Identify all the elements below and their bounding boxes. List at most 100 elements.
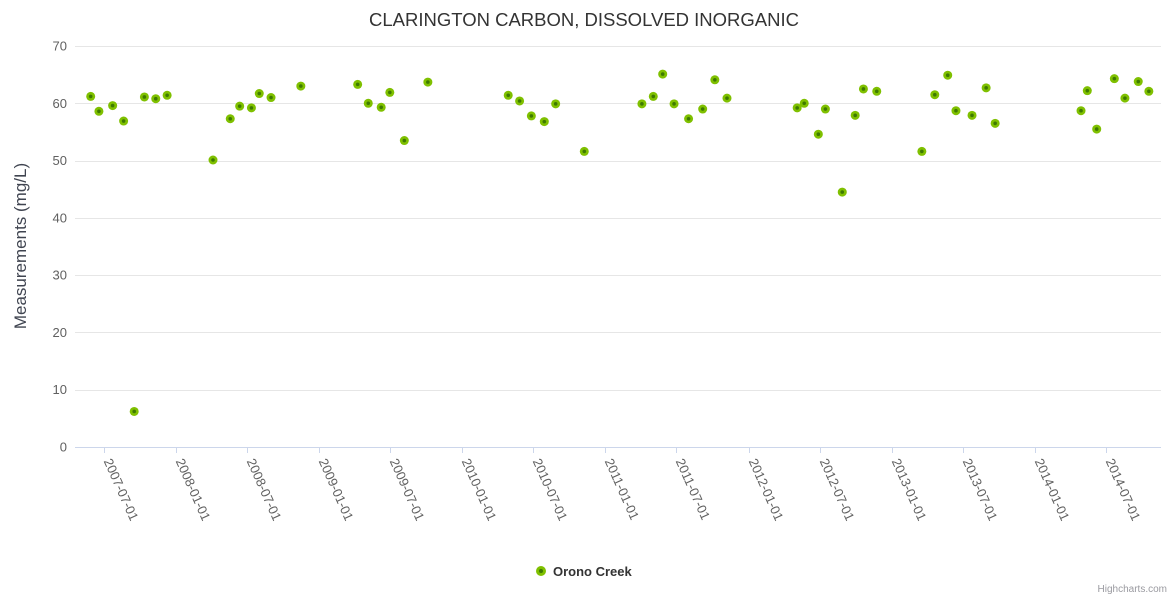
data-point-core: [165, 93, 169, 98]
chart-title: CLARINGTON CARBON, DISSOLVED INORGANIC: [369, 9, 799, 30]
x-axis-label: 2008-07-01: [244, 456, 285, 523]
data-point-core: [355, 82, 360, 87]
data-point-core: [1079, 108, 1083, 113]
data-point[interactable]: [539, 117, 549, 127]
data-point-core: [840, 190, 845, 194]
data-point[interactable]: [129, 406, 139, 416]
data-point-core: [426, 80, 430, 84]
data-point[interactable]: [503, 90, 513, 100]
data-point-core: [640, 102, 644, 106]
data-point[interactable]: [225, 114, 235, 124]
data-point-core: [553, 102, 558, 106]
data-point[interactable]: [376, 102, 386, 112]
data-point[interactable]: [86, 91, 96, 101]
data-point[interactable]: [363, 98, 373, 108]
data-point[interactable]: [1133, 77, 1143, 87]
data-point-core: [1112, 76, 1117, 81]
data-point[interactable]: [551, 99, 561, 109]
data-point[interactable]: [296, 81, 306, 91]
data-point[interactable]: [266, 93, 276, 103]
data-point[interactable]: [837, 187, 847, 197]
legend-marker-core: [539, 569, 543, 573]
data-point-core: [257, 91, 262, 96]
legend-item-orono-creek[interactable]: Orono Creek: [536, 564, 633, 579]
data-point[interactable]: [235, 101, 245, 111]
data-point[interactable]: [943, 70, 953, 80]
data-point[interactable]: [858, 84, 868, 94]
data-point-core: [132, 409, 137, 414]
data-point[interactable]: [792, 103, 802, 113]
data-point[interactable]: [385, 87, 395, 97]
data-point[interactable]: [151, 94, 161, 104]
data-point[interactable]: [139, 92, 149, 102]
data-point-core: [110, 103, 115, 108]
data-point-core: [1147, 89, 1151, 94]
data-point[interactable]: [951, 106, 961, 116]
data-point-core: [853, 113, 857, 118]
credits-link[interactable]: Highcharts.com: [1098, 584, 1167, 595]
data-point[interactable]: [108, 101, 118, 111]
y-axis-label: 60: [53, 96, 67, 111]
y-axis-title: Measurements (mg/L): [11, 163, 30, 329]
data-point-core: [299, 84, 303, 88]
data-point-core: [237, 104, 242, 108]
data-point[interactable]: [799, 98, 809, 108]
data-point[interactable]: [208, 155, 218, 165]
y-axis-labels: 0 10 20 30 40 50 60 70: [53, 39, 67, 455]
data-point[interactable]: [1082, 86, 1092, 96]
data-point[interactable]: [1120, 93, 1130, 103]
data-point[interactable]: [850, 110, 860, 120]
data-point[interactable]: [515, 96, 525, 106]
data-point-core: [874, 89, 879, 94]
data-point-core: [249, 106, 254, 110]
data-point-core: [1136, 79, 1141, 84]
data-point[interactable]: [1076, 106, 1086, 116]
x-axis-label: 2007-07-01: [101, 456, 142, 523]
data-point[interactable]: [1144, 86, 1154, 96]
data-point[interactable]: [1092, 124, 1102, 134]
data-point[interactable]: [399, 136, 409, 146]
data-point[interactable]: [722, 93, 732, 103]
data-point[interactable]: [648, 91, 658, 101]
data-point[interactable]: [930, 90, 940, 100]
data-point-core: [954, 108, 958, 113]
x-axis-label: 2013-07-01: [960, 456, 1001, 523]
data-point[interactable]: [119, 116, 129, 126]
data-point[interactable]: [162, 90, 172, 100]
data-point[interactable]: [917, 146, 927, 156]
data-point[interactable]: [990, 118, 1000, 128]
data-point-core: [121, 119, 126, 123]
data-point-core: [153, 96, 158, 101]
data-point[interactable]: [684, 114, 694, 124]
data-point[interactable]: [1109, 74, 1119, 84]
y-axis-label: 30: [53, 268, 67, 283]
data-point[interactable]: [698, 104, 708, 114]
data-point[interactable]: [872, 86, 882, 96]
data-point[interactable]: [254, 89, 264, 99]
data-point[interactable]: [246, 103, 256, 113]
series-orono-creek: [86, 69, 1154, 416]
data-point-core: [823, 107, 828, 111]
data-point-core: [1094, 127, 1099, 131]
data-point[interactable]: [579, 146, 589, 156]
data-point[interactable]: [658, 69, 668, 79]
data-point[interactable]: [981, 83, 991, 93]
data-point[interactable]: [669, 99, 679, 109]
data-point[interactable]: [813, 129, 823, 139]
y-axis-label: 0: [60, 440, 67, 455]
data-point-core: [542, 119, 547, 124]
data-point[interactable]: [526, 111, 536, 121]
y-axis-label: 20: [53, 325, 67, 340]
data-point[interactable]: [423, 77, 433, 87]
data-point[interactable]: [820, 104, 830, 114]
data-point[interactable]: [94, 106, 104, 116]
data-point[interactable]: [967, 110, 977, 120]
y-axis-label: 70: [53, 39, 67, 54]
data-point[interactable]: [353, 79, 363, 89]
data-point[interactable]: [710, 75, 720, 85]
x-axis-label: 2012-01-01: [746, 456, 787, 523]
data-point[interactable]: [637, 99, 647, 109]
x-axis-label: 2009-07-01: [387, 456, 428, 523]
data-point-core: [366, 101, 371, 106]
